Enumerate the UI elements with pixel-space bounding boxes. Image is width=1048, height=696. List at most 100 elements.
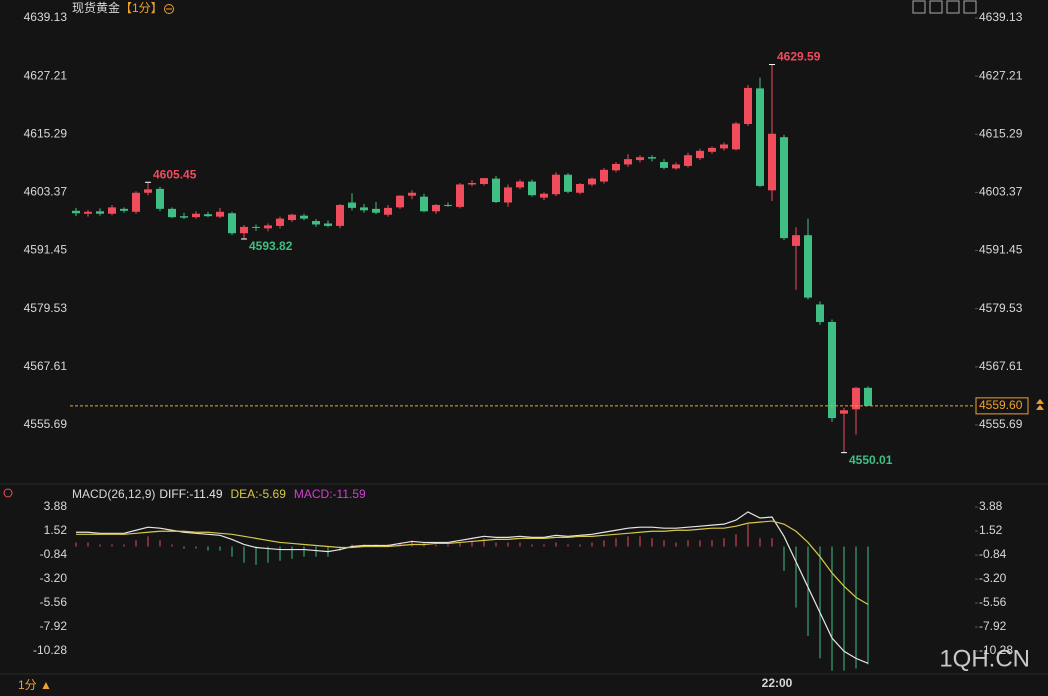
candle-body — [252, 226, 260, 228]
candle-body — [444, 204, 452, 206]
candle-body — [168, 208, 176, 218]
candle-body — [864, 387, 872, 406]
last-price-arrow — [1036, 398, 1044, 410]
candle-body — [420, 196, 428, 212]
candle-body — [408, 192, 416, 196]
candle-body — [84, 211, 92, 214]
candle-body — [600, 169, 608, 182]
y-tick-label: 4615.29 — [979, 126, 1023, 140]
candle-body — [624, 159, 632, 165]
candle-body — [192, 213, 200, 218]
candle-body — [216, 211, 224, 217]
y-tick-label: 4615.29 — [24, 126, 68, 140]
candle-body — [768, 133, 776, 191]
y-tick-label: 3.88 — [979, 499, 1003, 513]
candle-body — [552, 174, 560, 195]
indicator-line — [76, 511, 869, 664]
candle-body — [384, 207, 392, 215]
y-tick-label: 1.52 — [44, 523, 68, 537]
y-tick-label: 4555.69 — [24, 417, 68, 431]
footer-period[interactable]: 1分 — [18, 678, 37, 692]
tool-button[interactable] — [963, 0, 977, 14]
candle-body — [276, 218, 284, 226]
instrument: 现货黄金 — [72, 0, 120, 15]
extreme-label: 4593.82 — [249, 239, 293, 253]
candle-body — [96, 211, 104, 214]
candle-body — [540, 193, 548, 198]
candle-body — [564, 174, 572, 192]
candle-body — [456, 184, 464, 207]
candle-body — [396, 195, 404, 208]
y-tick-label: -10.28 — [979, 643, 1013, 657]
candle-body — [264, 225, 272, 229]
y-tick-label: -5.56 — [40, 595, 68, 609]
candle-body — [204, 214, 212, 217]
y-tick-label: 4639.13 — [979, 10, 1023, 24]
candle-body — [480, 178, 488, 184]
y-tick-label: 4591.45 — [24, 243, 68, 257]
candle-body — [660, 162, 668, 168]
legend-entry: DIFF:-11.49 — [159, 487, 222, 501]
candle-body — [792, 235, 800, 246]
candle-body — [312, 221, 320, 225]
y-tick-label: 4567.61 — [979, 359, 1023, 373]
y-tick-label: -10.28 — [33, 643, 67, 657]
footer-arrow: ▲ — [40, 678, 52, 692]
panel-icon[interactable] — [3, 488, 13, 498]
y-tick-label: -7.92 — [40, 619, 68, 633]
candle-body — [744, 87, 752, 124]
last-price-label: 4559.60 — [979, 398, 1023, 412]
candle-body — [804, 235, 812, 298]
candle-body — [612, 163, 620, 171]
candle-body — [588, 178, 596, 185]
tool-button[interactable] — [912, 0, 926, 14]
candle-body — [468, 183, 476, 185]
y-tick-label: 1.52 — [979, 523, 1003, 537]
candle-body — [132, 192, 140, 212]
candle-body — [72, 210, 80, 214]
y-tick-label: 4579.53 — [24, 301, 68, 315]
candle-body — [780, 137, 788, 239]
tool-button[interactable] — [946, 0, 960, 14]
candle-body — [816, 304, 824, 322]
candle-body — [144, 189, 152, 193]
candle-body — [756, 88, 764, 186]
candle-body — [108, 207, 116, 214]
x-tick-label: 22:00 — [762, 676, 793, 690]
period: 【1分】 — [120, 1, 163, 15]
candle-body — [732, 123, 740, 150]
y-tick-label: -3.20 — [979, 571, 1007, 585]
period-icon[interactable] — [164, 4, 174, 14]
candle-body — [288, 214, 296, 221]
extreme-label: 4629.59 — [777, 50, 821, 64]
y-tick-label: 4567.61 — [24, 359, 68, 373]
indicator-line — [76, 520, 869, 605]
candle-body — [708, 147, 716, 152]
legend-entry: DEA:-5.69 — [231, 487, 287, 501]
y-tick-label: 3.88 — [44, 499, 68, 513]
watermark: 1QH.CN — [939, 645, 1030, 672]
candle-body — [372, 208, 380, 213]
candle-body — [180, 216, 188, 218]
y-tick-label: -0.84 — [40, 547, 68, 561]
candle-body — [348, 202, 356, 208]
y-tick-label: 4603.37 — [979, 185, 1023, 199]
candle-body — [492, 178, 500, 203]
candle-body — [336, 204, 344, 226]
candle-body — [840, 410, 848, 414]
candle-body — [828, 321, 836, 419]
y-tick-label: -3.20 — [40, 571, 68, 585]
y-tick-label: 4579.53 — [979, 301, 1023, 315]
legend-entry: MACD:-11.59 — [294, 487, 366, 501]
tool-button[interactable] — [929, 0, 943, 14]
toolbar — [912, 0, 977, 14]
y-tick-label: 4627.21 — [979, 68, 1023, 82]
candle-body — [684, 155, 692, 166]
candle-body — [360, 207, 368, 211]
candle-body — [228, 213, 236, 234]
y-tick-label: -7.92 — [979, 619, 1007, 633]
extreme-label: 4550.01 — [849, 453, 893, 467]
